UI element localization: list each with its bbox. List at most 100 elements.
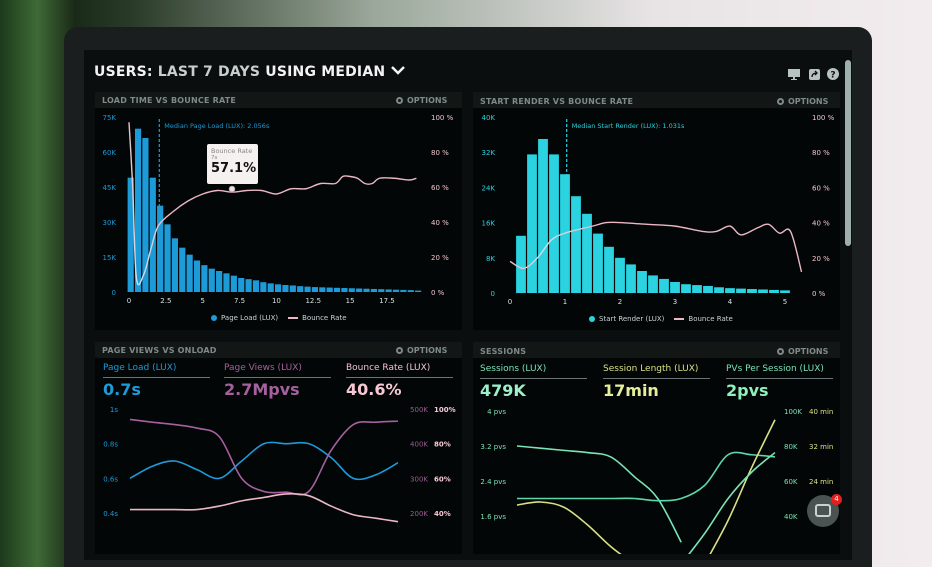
y-tick-label: 1s xyxy=(110,406,118,414)
y-tick-label: 16K xyxy=(482,220,496,228)
histogram-bar xyxy=(670,282,680,293)
histogram-bar xyxy=(626,264,636,293)
options-label: OPTIONS xyxy=(407,96,448,105)
stat-page-views: Page Views (LUX) 2.7Mpvs xyxy=(224,363,331,399)
y3-tick-label: 60% xyxy=(434,475,451,483)
histogram-bar xyxy=(348,288,355,292)
x-tick-label: 2 xyxy=(618,298,622,306)
options-button[interactable]: OPTIONS xyxy=(777,347,828,356)
stat-label: Session Length (LUX) xyxy=(603,364,699,374)
options-button[interactable]: OPTIONS xyxy=(396,96,447,105)
histogram-bar xyxy=(516,235,526,293)
legend-label[interactable]: Page Load (LUX) xyxy=(221,314,279,322)
y3-tick-label: 24 min xyxy=(809,478,833,486)
x-tick-label: 5 xyxy=(200,297,204,305)
title-using: USING xyxy=(265,64,317,80)
series-line xyxy=(516,451,776,502)
histogram-bar xyxy=(230,275,237,292)
median-label: Median Start Render (LUX): 1.031s xyxy=(572,122,685,130)
tooltip-value: 57.1% xyxy=(211,161,257,176)
series-line xyxy=(129,418,399,496)
monitor-icon[interactable] xyxy=(788,69,800,80)
histogram-bar xyxy=(582,213,592,293)
legend-label[interactable]: Start Render (LUX) xyxy=(599,315,665,323)
histogram-bar xyxy=(615,257,625,293)
y-tick-label: 2.4 pvs xyxy=(480,478,506,486)
chart-legend: Page Load (LUX) Bounce Rate xyxy=(211,314,347,322)
histogram-bar xyxy=(769,289,779,293)
stat-label: Bounce Rate (LUX) xyxy=(346,363,431,373)
histogram-bar xyxy=(127,177,134,292)
tooltip-series: Bounce Rate xyxy=(211,147,253,155)
y2-tick-label: 300K xyxy=(410,475,428,483)
options-button[interactable]: OPTIONS xyxy=(777,97,828,106)
stat-value: 40.6% xyxy=(346,380,402,399)
histogram-bar xyxy=(549,154,559,293)
page-title[interactable]: USERS: LAST 7 DAYS USING MEDIAN xyxy=(94,64,406,80)
histogram-bar xyxy=(238,278,245,292)
histogram-bar xyxy=(407,290,414,292)
histogram-bar xyxy=(186,254,193,292)
y3-tick-label: 80% xyxy=(434,441,451,449)
histogram-bar xyxy=(415,290,422,292)
title-median: MEDIAN xyxy=(321,64,386,80)
x-tick-label: 0 xyxy=(508,298,512,306)
y2-tick-label: 40 % xyxy=(812,220,830,228)
panel-title: START RENDER VS BOUNCE RATE xyxy=(480,97,634,106)
legend-label[interactable]: Bounce Rate xyxy=(688,315,733,323)
y2-tick-label: 60 % xyxy=(431,184,449,192)
y-tick-label: 0.8s xyxy=(103,441,118,449)
histogram-bar xyxy=(527,154,537,293)
y2-tick-label: 500K xyxy=(410,406,428,414)
svg-text:?: ? xyxy=(830,71,835,81)
scrollbar[interactable] xyxy=(845,60,851,246)
histogram-bar xyxy=(164,224,171,292)
options-button[interactable]: OPTIONS xyxy=(396,346,447,355)
stat-label: Page Load (LUX) xyxy=(103,363,177,373)
histogram-bar xyxy=(216,271,223,292)
bounce-rate-line xyxy=(128,122,417,286)
stat-label: Sessions (LUX) xyxy=(480,364,547,374)
stat-page-load: Page Load (LUX) 0.7s xyxy=(103,363,210,399)
x-tick-label: 4 xyxy=(728,298,733,306)
y-tick-label: 32K xyxy=(482,149,496,157)
series-line xyxy=(709,419,776,554)
y-tick-label: 24K xyxy=(482,184,496,192)
y-tick-label: 4 pvs xyxy=(487,408,506,416)
histogram-bar xyxy=(297,286,304,292)
bounce-rate-line xyxy=(509,221,803,273)
chart-legend: Start Render (LUX) Bounce Rate xyxy=(589,315,733,323)
histogram-bar xyxy=(659,278,669,293)
histogram-bar xyxy=(400,289,407,292)
histogram-bar xyxy=(538,139,548,293)
share-icon[interactable] xyxy=(809,69,821,80)
y-tick-label: 15K xyxy=(103,254,117,262)
histogram-bar xyxy=(703,285,713,293)
series-line xyxy=(129,441,399,481)
stat-value: 2pvs xyxy=(726,381,769,400)
x-tick-label: 5 xyxy=(783,298,787,306)
legend-swatch xyxy=(211,315,217,321)
histogram-bar xyxy=(378,289,385,292)
histogram-bar xyxy=(370,288,377,292)
y2-tick-label: 80 % xyxy=(812,149,830,157)
y-tick-label: 0.4s xyxy=(103,510,118,518)
histogram-bar xyxy=(179,247,186,292)
notification-badge: 4 xyxy=(831,494,842,505)
help-icon[interactable]: ? xyxy=(827,68,839,80)
series-line xyxy=(516,501,622,554)
histogram-bar xyxy=(385,289,392,292)
y2-tick-label: 200K xyxy=(410,510,428,518)
panel-title: SESSIONS xyxy=(480,347,527,356)
legend-label[interactable]: Bounce Rate xyxy=(302,314,347,322)
y2-tick-label: 80K xyxy=(784,443,798,451)
y2-tick-label: 0 % xyxy=(812,290,826,298)
chevron-down-icon[interactable] xyxy=(390,65,406,75)
y3-tick-label: 100% xyxy=(434,406,456,414)
stat-bounce-rate: Bounce Rate (LUX) 40.6% xyxy=(346,363,453,399)
title-range: LAST 7 DAYS xyxy=(157,64,261,80)
histogram-bar xyxy=(319,287,326,292)
chat-icon xyxy=(815,504,831,517)
y-tick-label: 1.6 pvs xyxy=(480,513,506,521)
histogram-bar xyxy=(692,285,702,293)
